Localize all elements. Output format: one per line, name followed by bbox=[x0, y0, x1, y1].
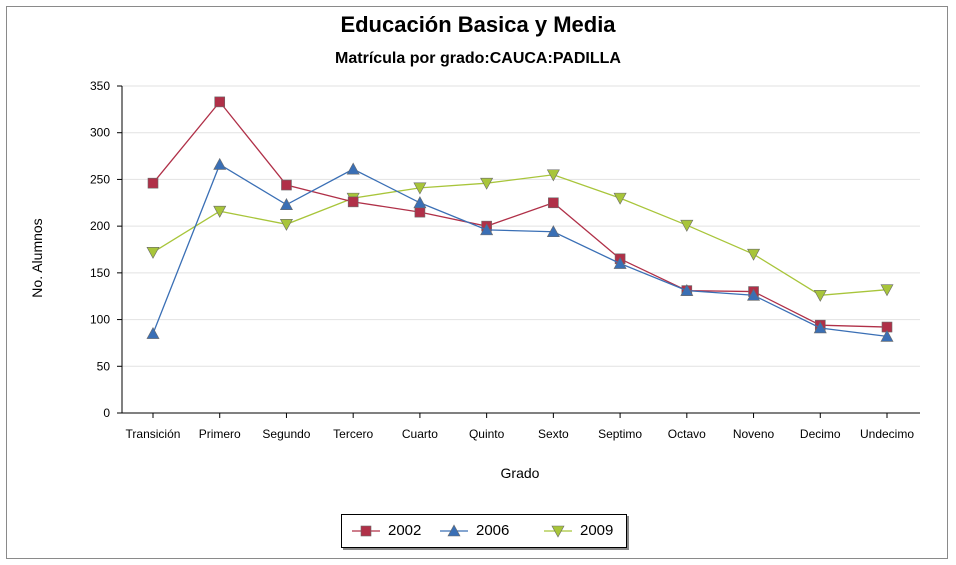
data-point-triangle-up bbox=[346, 162, 360, 175]
series-2002 bbox=[147, 96, 893, 333]
x-tick-label: Quinto bbox=[469, 427, 505, 441]
x-tick-label: Sexto bbox=[538, 427, 569, 441]
legend-swatch bbox=[352, 525, 380, 537]
data-point-triangle-up bbox=[480, 223, 494, 236]
data-point-triangle-down bbox=[413, 182, 427, 195]
data-point-triangle-up bbox=[880, 329, 894, 342]
axes bbox=[121, 86, 920, 414]
data-point-square bbox=[360, 525, 372, 537]
data-point-square bbox=[147, 177, 159, 189]
chart-title: Educación Basica y Media bbox=[340, 12, 616, 37]
data-point-triangle-down bbox=[146, 247, 160, 259]
y-tick-label: 0 bbox=[103, 406, 110, 420]
legend-swatch bbox=[440, 524, 468, 537]
legend-label: 2002 bbox=[388, 522, 422, 539]
data-point-triangle-down bbox=[813, 289, 827, 302]
data-point-triangle-up bbox=[447, 524, 461, 537]
y-tick-label: 50 bbox=[97, 359, 111, 373]
data-point-square bbox=[281, 179, 292, 191]
data-point-triangle-down bbox=[279, 218, 293, 231]
data-point-triangle-up bbox=[546, 225, 560, 238]
series-layer bbox=[146, 96, 894, 342]
data-point-triangle-down bbox=[747, 248, 761, 261]
chart-subtitle: Matrícula por grado:CAUCA:PADILLA bbox=[335, 50, 621, 67]
data-point-square bbox=[347, 196, 359, 208]
data-point-triangle-down bbox=[880, 284, 894, 297]
legend-item-2006: 2006 bbox=[438, 519, 509, 543]
data-point-triangle-up bbox=[413, 196, 427, 209]
y-axis-label: No. Alumnos bbox=[29, 218, 45, 297]
data-point-triangle-up bbox=[613, 256, 627, 269]
x-tick-label: Transición bbox=[126, 427, 181, 441]
legend-swatch bbox=[544, 525, 572, 538]
data-point-triangle-down bbox=[551, 525, 565, 538]
data-point-triangle-down bbox=[680, 219, 694, 232]
legend: 2002 2006 2009 bbox=[341, 514, 627, 548]
series-line-2002 bbox=[152, 100, 888, 328]
y-tick-label: 250 bbox=[90, 172, 110, 186]
x-axis-label: Grado bbox=[501, 465, 540, 481]
legend-label: 2009 bbox=[580, 522, 614, 539]
x-tick-label: Primero bbox=[199, 427, 241, 441]
x-tick-label: Noveno bbox=[733, 427, 775, 441]
data-point-square bbox=[548, 197, 559, 209]
x-tick-label: Undecimo bbox=[860, 427, 914, 441]
data-point-triangle-up bbox=[680, 283, 694, 296]
x-tick-label: Septimo bbox=[598, 427, 642, 441]
data-point-square bbox=[414, 206, 426, 218]
y-tick-label: 150 bbox=[90, 266, 110, 280]
x-tick-label: Cuarto bbox=[402, 427, 438, 441]
data-point-triangle-down bbox=[613, 192, 627, 205]
legend-item-2002: 2002 bbox=[350, 519, 421, 543]
legend-item-2009: 2009 bbox=[542, 519, 613, 543]
series-2009 bbox=[146, 169, 894, 302]
data-point-square bbox=[214, 96, 226, 108]
legend-label: 2006 bbox=[476, 522, 510, 539]
data-point-triangle-up bbox=[279, 198, 293, 210]
series-line-2006 bbox=[152, 163, 888, 338]
y-tick-label: 200 bbox=[90, 219, 110, 233]
series-line-2009 bbox=[152, 174, 888, 296]
x-tick-label: Segundo bbox=[262, 427, 310, 441]
x-tick-label: Tercero bbox=[333, 427, 373, 441]
data-point-triangle-up bbox=[747, 288, 761, 301]
data-point-triangle-down bbox=[546, 169, 560, 182]
x-axis-ticks: Transición Primero Segundo Tercero Cuarto Qui… bbox=[126, 413, 914, 441]
y-axis-ticks: 0 50 100 150 200 250 300 350 bbox=[90, 79, 122, 420]
series-2006 bbox=[146, 157, 894, 342]
data-point-triangle-up bbox=[213, 157, 227, 170]
data-point-triangle-down bbox=[480, 177, 494, 190]
x-tick-label: Decimo bbox=[800, 427, 841, 441]
chart-frame bbox=[6, 6, 948, 559]
grid-lines bbox=[122, 85, 920, 367]
data-point-triangle-up bbox=[146, 326, 160, 339]
data-point-triangle-down bbox=[213, 205, 227, 218]
y-tick-label: 300 bbox=[90, 126, 110, 140]
x-tick-label: Octavo bbox=[668, 427, 706, 441]
y-tick-label: 350 bbox=[90, 79, 110, 93]
y-tick-label: 100 bbox=[90, 313, 110, 327]
data-point-triangle-up bbox=[813, 321, 827, 334]
